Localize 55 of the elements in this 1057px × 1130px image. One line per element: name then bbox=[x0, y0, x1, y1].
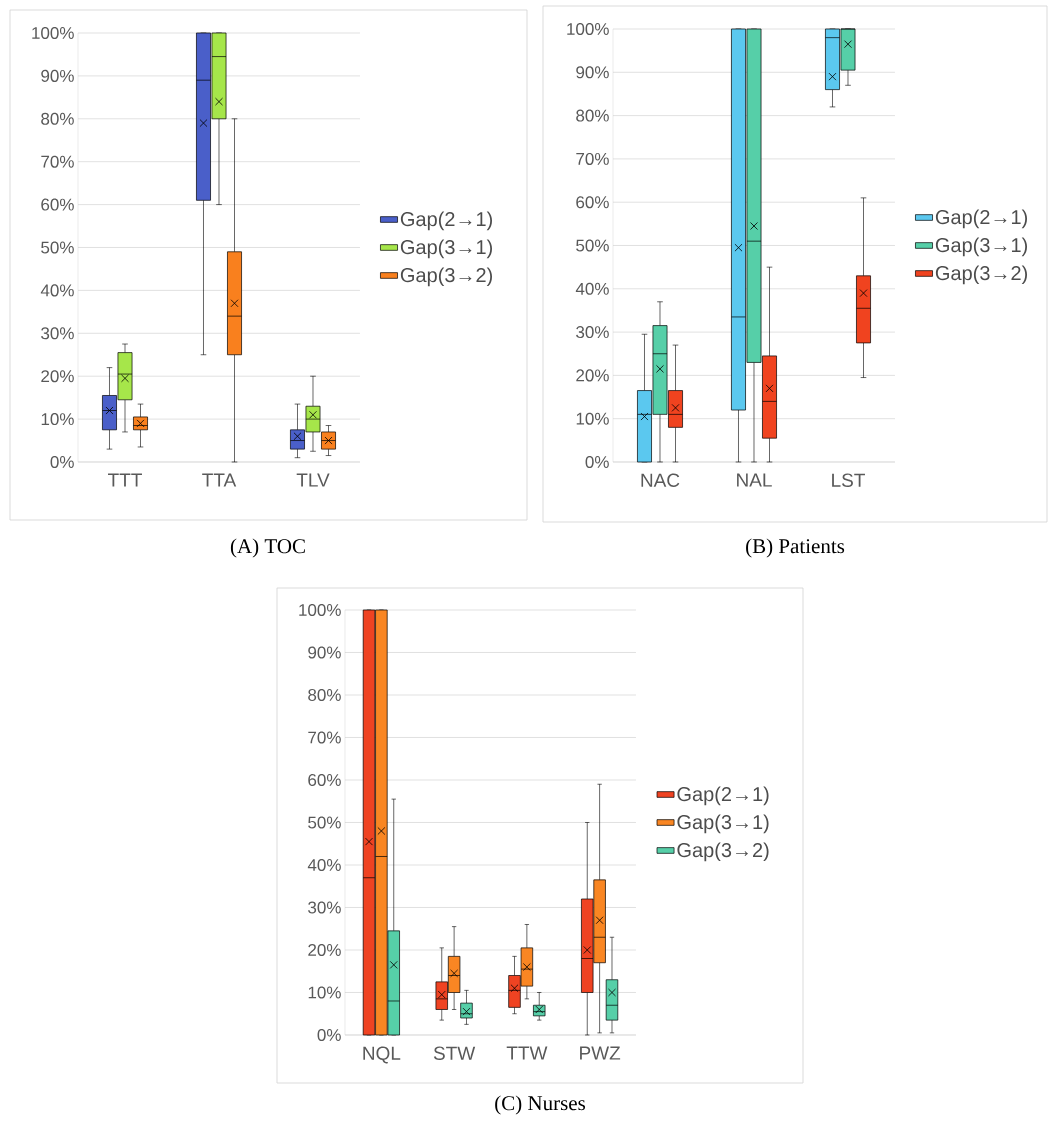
legend-label: Gap(3→1) bbox=[677, 814, 769, 834]
y-tick-label: 50% bbox=[41, 241, 74, 254]
legend-label: Gap(3→2) bbox=[935, 265, 1028, 285]
text: (B) Patients bbox=[746, 538, 845, 558]
y-tick-label: 50% bbox=[308, 816, 341, 829]
y-tick-label: 60% bbox=[576, 196, 609, 209]
legend-label: Gap(2→1) bbox=[400, 211, 493, 231]
y-tick-label: 10% bbox=[576, 412, 609, 425]
y-tick-label: 70% bbox=[41, 155, 74, 168]
y-tick-label: 20% bbox=[576, 369, 609, 382]
y-tick-label: 100% bbox=[32, 26, 74, 40]
legend-label: Gap(2→1) bbox=[677, 786, 769, 806]
y-tick-label: 40% bbox=[307, 858, 341, 872]
y-tick-label: 90% bbox=[41, 69, 74, 82]
text: (C) Nurses bbox=[495, 1095, 586, 1115]
y-tick-label: 20% bbox=[41, 370, 74, 383]
y-tick-label: 30% bbox=[308, 901, 341, 914]
y-tick-label: 80% bbox=[41, 112, 74, 125]
x-tick-label: TTT bbox=[108, 473, 142, 487]
y-tick-label: 100% bbox=[299, 603, 341, 617]
legend-label: Gap(3→2) bbox=[400, 267, 493, 287]
y-tick-label: 80% bbox=[576, 109, 609, 122]
x-tick-label: TTA bbox=[202, 473, 237, 487]
text: (A) TOC bbox=[230, 538, 305, 558]
y-tick-label: 0% bbox=[317, 1028, 341, 1042]
legend-label: Gap(3→2) bbox=[677, 842, 769, 862]
y-tick-label: 0% bbox=[585, 455, 609, 469]
y-tick-label: 40% bbox=[40, 284, 74, 297]
legend-label: Gap(3→1) bbox=[400, 239, 493, 259]
y-tick-label: 60% bbox=[41, 198, 74, 211]
x-tick-label: TLV bbox=[296, 473, 330, 487]
y-tick-label: 10% bbox=[308, 986, 341, 999]
legend-label: Gap(2→1) bbox=[935, 209, 1028, 229]
x-tick-label: NAC bbox=[641, 473, 680, 487]
y-tick-label: 0% bbox=[50, 455, 74, 469]
x-tick-label: NAL bbox=[737, 473, 772, 487]
y-tick-label: 10% bbox=[41, 413, 74, 426]
y-tick-label: 70% bbox=[308, 731, 341, 744]
y-tick-label: 100% bbox=[567, 22, 609, 36]
x-tick-label: LST bbox=[832, 473, 865, 487]
y-tick-label: 30% bbox=[41, 327, 74, 340]
y-tick-label: 40% bbox=[575, 282, 609, 295]
x-tick-label: STW bbox=[433, 1046, 476, 1060]
y-tick-label: 80% bbox=[308, 688, 341, 702]
y-tick-label: 90% bbox=[308, 646, 341, 659]
y-tick-label: 50% bbox=[576, 239, 609, 252]
y-tick-label: 90% bbox=[576, 66, 609, 79]
x-tick-label: PWZ bbox=[580, 1046, 621, 1060]
legend-label: Gap(3→1) bbox=[935, 237, 1028, 257]
y-tick-label: 20% bbox=[308, 943, 341, 957]
x-tick-label: TTW bbox=[506, 1046, 548, 1060]
y-tick-label: 30% bbox=[576, 326, 609, 339]
y-tick-label: 60% bbox=[308, 773, 341, 787]
y-tick-label: 70% bbox=[576, 152, 609, 165]
x-tick-label: NQL bbox=[363, 1046, 401, 1064]
